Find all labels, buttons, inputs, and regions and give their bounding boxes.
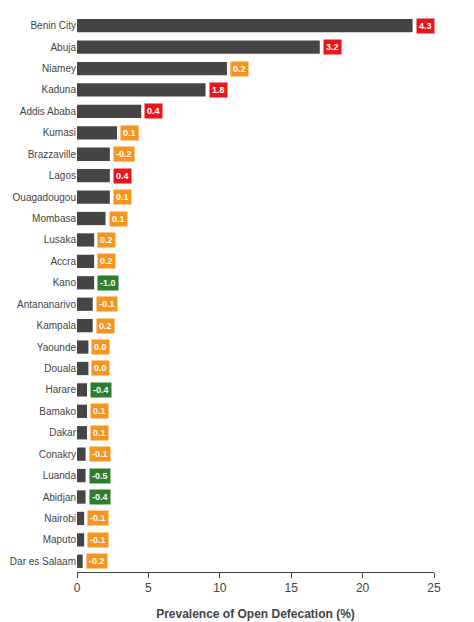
svg-text:Ouagadougou: Ouagadougou [13,192,76,203]
svg-text:Yaounde: Yaounde [37,342,77,353]
svg-text:Conakry: Conakry [39,449,76,460]
svg-text:0.1: 0.1 [93,428,106,438]
svg-text:Nairobi: Nairobi [44,513,76,524]
svg-text:Maputo: Maputo [43,534,77,545]
svg-text:0.1: 0.1 [116,192,129,202]
svg-text:0.2: 0.2 [99,321,112,331]
svg-text:-0.1: -0.1 [92,449,108,459]
svg-text:Abuja: Abuja [50,42,76,53]
svg-text:-0.5: -0.5 [92,471,108,481]
svg-text:Accra: Accra [50,256,76,267]
svg-text:0.1: 0.1 [123,128,136,138]
svg-text:0.0: 0.0 [94,363,107,373]
svg-text:-0.2: -0.2 [116,149,132,159]
svg-text:0.2: 0.2 [233,64,246,74]
svg-text:Brazzaville: Brazzaville [28,149,77,160]
svg-text:Bamako: Bamako [39,406,76,417]
svg-text:25: 25 [427,581,441,595]
svg-text:0.0: 0.0 [94,342,107,352]
svg-text:Harare: Harare [45,384,76,395]
svg-text:Prevalence of Open Defecation: Prevalence of Open Defecation (%) [156,607,355,621]
svg-text:0.1: 0.1 [112,214,125,224]
svg-text:0.1: 0.1 [93,406,106,416]
svg-text:Douala: Douala [44,363,76,374]
svg-text:0.4: 0.4 [147,106,160,116]
svg-text:-0.1: -0.1 [90,535,106,545]
svg-text:20: 20 [356,581,370,595]
svg-text:Antananarivo: Antananarivo [17,299,76,310]
svg-text:Kumasi: Kumasi [43,127,76,138]
svg-text:0.4: 0.4 [116,171,129,181]
svg-text:Luanda: Luanda [43,470,77,481]
svg-text:Benin City: Benin City [30,20,76,31]
svg-text:-0.1: -0.1 [90,513,106,523]
svg-text:Kaduna: Kaduna [42,84,77,95]
svg-text:0.2: 0.2 [100,235,113,245]
svg-text:-1.0: -1.0 [100,278,116,288]
svg-text:Niamey: Niamey [42,63,76,74]
svg-text:15: 15 [285,581,299,595]
svg-text:Lagos: Lagos [49,170,76,181]
svg-text:Dakar: Dakar [49,427,76,438]
svg-text:Mombasa: Mombasa [32,213,76,224]
svg-text:0: 0 [74,581,81,595]
svg-text:Kano: Kano [53,277,77,288]
svg-text:5: 5 [145,581,152,595]
svg-text:4.3: 4.3 [419,21,432,31]
svg-text:0.2: 0.2 [100,256,113,266]
svg-text:-0.2: -0.2 [89,556,105,566]
svg-text:Abidjan: Abidjan [43,492,76,503]
svg-text:10: 10 [213,581,227,595]
svg-text:-0.4: -0.4 [92,492,108,502]
svg-text:Lusaka: Lusaka [44,234,77,245]
svg-text:Dar es Salaam: Dar es Salaam [10,556,76,567]
svg-text:-0.1: -0.1 [99,299,115,309]
svg-text:-0.4: -0.4 [93,385,109,395]
svg-text:3.2: 3.2 [326,42,339,52]
svg-text:1.8: 1.8 [212,85,225,95]
svg-text:Addis Ababa: Addis Ababa [20,106,77,117]
svg-text:Kampala: Kampala [37,320,77,331]
